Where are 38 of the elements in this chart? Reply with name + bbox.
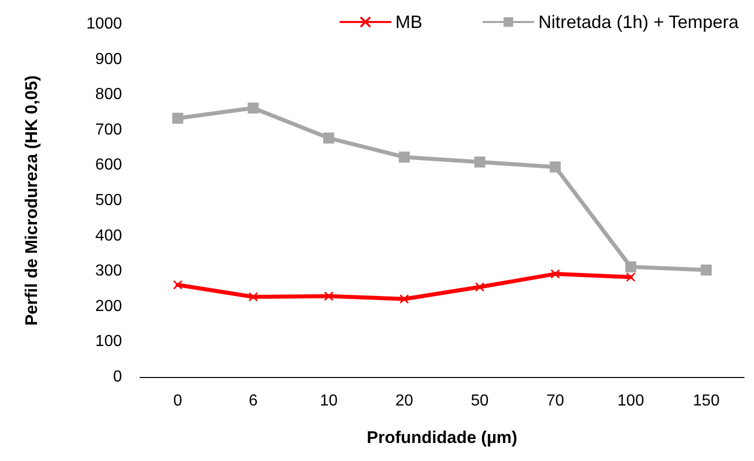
- point: [400, 294, 409, 304]
- y-tick-label: 1000: [86, 16, 122, 32]
- y-tick-label: 900: [95, 50, 122, 68]
- x-tick-label: 70: [546, 392, 564, 410]
- point: [248, 102, 259, 114]
- x-tick-label: 10: [320, 392, 338, 410]
- x-tick-label: 150: [692, 392, 720, 410]
- point: [625, 261, 636, 272]
- point: [323, 132, 334, 144]
- y-tick-label: 600: [95, 156, 122, 174]
- y-tick-label: 400: [95, 227, 122, 244]
- y-tick-label: 100: [95, 333, 122, 350]
- y-tick-label: 300: [95, 262, 122, 280]
- y-tick-label: 500: [95, 192, 122, 209]
- point: [626, 272, 636, 282]
- point: [324, 291, 334, 301]
- x-tick-label: 20: [395, 392, 414, 410]
- point: [550, 269, 560, 279]
- x-tick-label: 50: [470, 392, 489, 410]
- point: [550, 161, 561, 172]
- point: [474, 156, 486, 168]
- point: [398, 152, 410, 163]
- point: [475, 282, 484, 292]
- point: [173, 280, 182, 290]
- point: [172, 112, 184, 124]
- legend-label: MB: [395, 12, 422, 32]
- point: [700, 264, 712, 276]
- y-axis-title: Perfil de Microdureza (HK 0,05): [22, 75, 41, 326]
- y-tick-label: 0: [113, 368, 122, 386]
- legend-label: Nitretada (1h) + Tempera: [538, 12, 740, 32]
- x-tick-label: 100: [617, 392, 644, 410]
- y-tick-label: 200: [95, 298, 122, 315]
- x-tick-label: 0: [173, 392, 182, 410]
- x-axis-title: Profundidade (µm): [366, 428, 518, 447]
- y-tick-label: 800: [95, 86, 122, 104]
- x-tick-label: 6: [248, 392, 258, 410]
- point: [248, 292, 258, 302]
- y-tick-label: 700: [95, 121, 122, 138]
